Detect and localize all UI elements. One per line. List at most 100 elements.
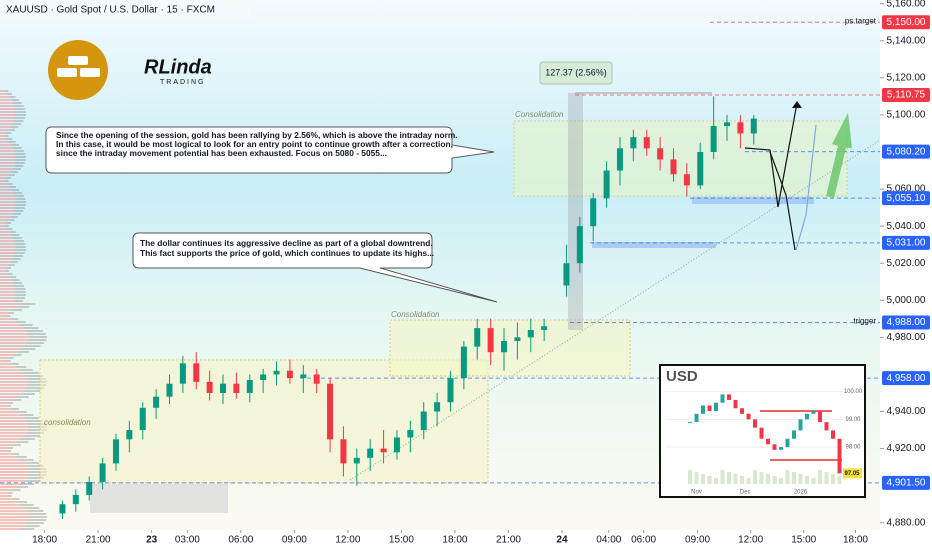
profile-bar [0,357,9,359]
note-box [45,126,495,174]
level-badge [882,315,930,330]
profile-bar [0,492,8,494]
profile-bar [0,264,9,266]
profile-bar [28,471,47,473]
candle-body [353,457,360,464]
candle-body [460,346,467,379]
profile-bar [13,282,22,284]
profile-bar [0,252,15,254]
y-tick-label: 5,160.00 [887,0,926,9]
inset-candle [824,422,829,431]
candles [59,96,757,520]
profile-bar [21,303,36,305]
profile-bar [10,126,19,128]
profile-bar [10,216,18,218]
x-tick-label: 06:00 [631,535,656,546]
chart-title: XAUUSD · Gold Spot / U.S. Dollar · 15 · … [6,5,215,16]
profile-bar [20,504,34,506]
profile-bar [27,519,47,521]
profile-bar [0,471,29,473]
profile-bar [14,195,24,197]
profile-bar [0,507,24,509]
profile-bar [7,273,13,275]
x-tick-label: 15:00 [791,535,816,546]
support-bar [592,242,716,248]
profile-bar [15,366,27,368]
inset-candle [766,438,770,445]
profile-bar [7,492,13,494]
profile-bar [15,159,26,161]
profile-bar [19,369,34,371]
y-tick-label: 5,040.00 [887,221,926,232]
candle-body [710,126,717,152]
inset-candle [811,411,816,414]
profile-bar [0,198,16,200]
candle-body [139,407,146,431]
profile-bar [0,90,5,92]
profile-bar [23,327,39,329]
candle-body [590,198,597,227]
inset-candle [727,394,731,400]
profile-bar [14,252,25,254]
profile-bar [0,438,21,440]
profile-bar [0,228,8,230]
axes: 5,160.00 5,140.00 5,120.00 5,100.00 5,060.00… [32,0,930,546]
profile-bar [21,348,36,350]
profile-bar [0,291,16,293]
profile-bar [26,522,44,524]
inset-volume [688,470,692,484]
profile-bar [11,234,20,236]
profile-bar [0,408,12,410]
profile-bar [6,132,12,134]
inset-candle [798,419,803,431]
profile-bar [0,402,8,404]
profile-bar [0,327,24,329]
note-line: In this case, it would be most logical t… [56,139,453,149]
x-tick-label: 15:00 [389,535,414,546]
profile-bar [6,450,12,452]
profile-bar [0,297,15,299]
inset-volume [740,476,744,484]
candle-body [603,170,610,199]
profile-bar [0,111,16,113]
x-tick-label: 18:00 [843,535,868,546]
profile-bar [20,528,35,530]
profile-bar [0,375,26,377]
profile-bar [13,165,24,167]
x-tick-label: 18:00 [442,535,467,546]
candle-body [616,148,623,171]
inset-candle [720,394,725,403]
x-tick-label: 23 [146,535,158,546]
level-badge [882,371,930,386]
inset-last-badge [843,468,862,479]
profile-bar [0,489,13,491]
candle-body [72,494,79,505]
profile-bar [15,108,26,110]
x-tick-label: 09:00 [685,535,710,546]
profile-bar [12,123,22,125]
profile-bar [0,138,8,140]
candle-body [313,374,320,384]
candle-body [434,402,441,412]
y-tick-label: 4,980.00 [887,332,926,343]
candle-body [563,263,570,286]
inset-candle [694,413,699,423]
profile-bar [0,393,21,395]
profile-bar [0,285,15,287]
profile-bar [15,153,26,155]
inset-volume [727,472,731,484]
candle-body [643,137,650,149]
profile-bar [0,123,13,125]
level-label: 4,901.50 [887,478,926,489]
candle-body [630,137,637,149]
profile-bar [0,405,7,407]
profile-bar [0,147,14,149]
profile-bar [0,336,29,338]
profile-bar [0,288,16,290]
profile-bar [0,366,16,368]
profile-bar [11,189,20,191]
profile-bar [0,396,18,398]
candle-body [340,439,347,464]
inset-volume [707,476,712,484]
profile-bar [12,444,21,446]
